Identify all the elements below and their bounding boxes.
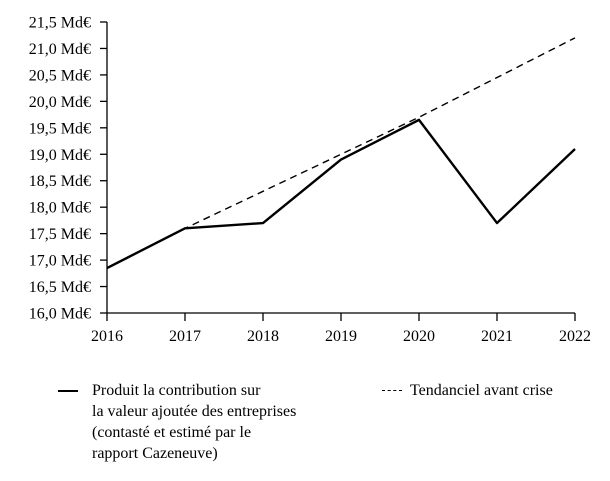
y-tick-label: 16,5 Md€ [29, 279, 91, 296]
x-tick-label: 2019 [325, 328, 357, 345]
legend-label-tendanciel: Tendanciel avant crise [410, 382, 553, 399]
solid-line-marker [58, 390, 78, 392]
dashed-line-marker [382, 390, 402, 391]
chart-legend: Produit la contribution sur la valeur aj… [58, 380, 604, 464]
x-tick-label: 2021 [481, 328, 513, 345]
y-tick-label: 20,0 Md€ [29, 94, 91, 111]
y-tick-label: 17,0 Md€ [29, 253, 91, 270]
line-chart: 16,0 Md€ 16,5 Md€ 17,0 Md€ 17,5 Md€ 18,0 Md€… [29, 15, 591, 346]
x-tick-label: 2016 [91, 328, 123, 345]
y-tick-label: 17,5 Md€ [29, 226, 91, 243]
y-tick-label: 18,5 Md€ [29, 173, 91, 190]
legend-label-produit: Produit la contribution sur la valeur aj… [92, 382, 297, 462]
y-tick-label: 19,5 Md€ [29, 120, 91, 137]
x-tick-label: 2020 [403, 328, 435, 345]
y-tick-label: 20,5 Md€ [29, 67, 91, 84]
series-solid [106, 118, 576, 270]
legend-item-tendanciel: Tendanciel avant crise [382, 380, 553, 401]
y-tick-label: 21,5 Md€ [29, 15, 91, 32]
x-tick-label: 2017 [169, 328, 201, 345]
y-tick-label: 21,0 Md€ [29, 41, 91, 58]
axes [106, 22, 575, 314]
y-tick-label: 18,0 Md€ [29, 200, 91, 217]
x-tick-label: 2022 [559, 328, 591, 345]
x-tick-label: 2018 [247, 328, 279, 345]
legend-item-produit: Produit la contribution sur la valeur aj… [58, 380, 332, 464]
y-tick-label: 16,0 Md€ [29, 306, 91, 323]
y-tick-label: 19,0 Md€ [29, 147, 91, 164]
